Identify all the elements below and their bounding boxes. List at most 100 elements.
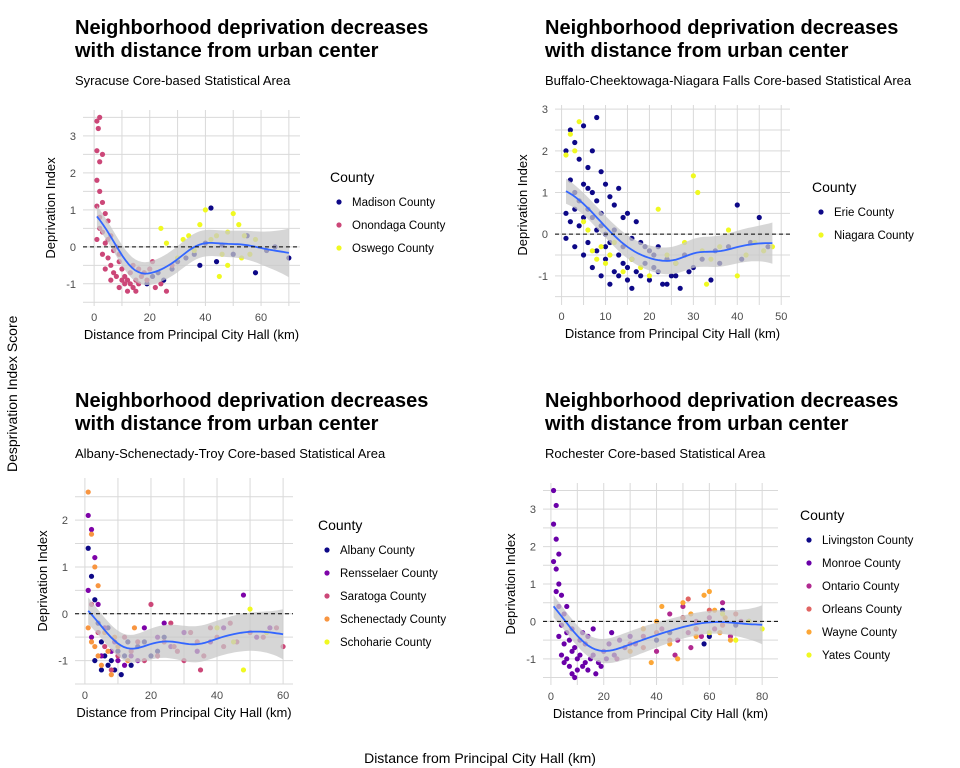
data-point <box>95 601 101 608</box>
data-point <box>602 256 609 262</box>
data-point <box>99 199 106 206</box>
data-point <box>105 648 111 654</box>
y-axis-label: Deprivation Index <box>515 154 530 256</box>
y-tick-label: 2 <box>62 515 68 527</box>
data-point <box>680 600 686 606</box>
data-point <box>725 227 732 233</box>
x-axis-label: Distance from Principal City Hall (km) <box>76 705 291 720</box>
data-point <box>607 252 613 258</box>
data-point <box>607 281 613 287</box>
data-point <box>616 273 622 279</box>
data-point <box>99 151 106 157</box>
data-point <box>108 672 114 678</box>
x-axis-label: Distance from Principal City Hall (km) <box>553 706 768 721</box>
data-point <box>706 633 712 639</box>
data-point <box>131 625 138 631</box>
data-point <box>553 566 559 572</box>
data-point <box>580 663 586 669</box>
confidence-ribbon <box>553 595 763 664</box>
data-point <box>580 219 587 225</box>
data-point <box>646 273 653 279</box>
y-tick-label: 3 <box>530 504 536 516</box>
data-point <box>124 277 131 283</box>
data-point <box>161 620 167 626</box>
data-point <box>629 285 635 291</box>
data-point <box>163 288 170 294</box>
data-point <box>580 214 587 221</box>
data-point <box>105 662 111 668</box>
legend-label: Schenectady County <box>340 614 446 626</box>
data-point <box>564 603 570 610</box>
data-point <box>197 262 203 268</box>
x-tick-label: 20 <box>145 690 157 702</box>
smooth-trend-line <box>96 215 290 275</box>
data-point <box>624 210 631 216</box>
data-point <box>653 648 660 654</box>
data-point <box>594 256 600 262</box>
data-point <box>122 281 128 287</box>
chart-title-line2: with distance from urban center <box>75 413 379 435</box>
legend-title: County <box>812 179 856 195</box>
data-point <box>158 281 164 287</box>
data-point <box>127 281 133 287</box>
data-point <box>577 652 583 658</box>
data-point <box>594 248 600 254</box>
data-point <box>673 273 679 279</box>
legend-label: Albany County <box>340 545 415 557</box>
data-point <box>585 239 591 246</box>
smooth-trend-line <box>565 190 773 262</box>
y-tick-label: -1 <box>526 654 536 666</box>
data-point <box>556 581 562 587</box>
data-point <box>88 526 95 533</box>
data-point <box>638 273 644 279</box>
legend-swatch <box>336 245 342 251</box>
data-point <box>113 273 119 280</box>
data-point <box>569 648 575 654</box>
data-point <box>598 244 604 250</box>
y-tick-label: 0 <box>530 616 536 628</box>
data-point <box>558 652 565 658</box>
data-point <box>85 545 91 551</box>
chart-panel-albany: Neighborhood deprivation decreases with … <box>0 384 470 764</box>
data-point <box>690 173 696 179</box>
y-tick-label: 1 <box>530 579 536 591</box>
data-point <box>585 227 591 233</box>
data-point <box>664 281 670 287</box>
data-point <box>197 667 204 673</box>
data-point <box>701 641 707 647</box>
legend-label: Oswego County <box>352 243 434 255</box>
data-point <box>115 657 121 664</box>
chart-title-line2: with distance from urban center <box>545 413 849 435</box>
data-point <box>703 281 710 287</box>
y-axis-label: Deprivation Index <box>35 530 50 632</box>
chart-title-line1: Neighborhood deprivation decreases <box>75 17 429 39</box>
legend-label: Madison County <box>352 197 435 209</box>
x-tick-label: 80 <box>756 691 768 703</box>
chart-title-line1: Neighborhood deprivation decreases <box>545 17 899 39</box>
x-tick-label: 20 <box>144 312 156 324</box>
data-point <box>116 284 122 291</box>
data-point <box>582 659 588 666</box>
chart-subtitle: Rochester Core-based Statistical Area <box>545 446 766 461</box>
data-point <box>133 288 139 294</box>
data-point <box>208 205 214 211</box>
chart-subtitle: Syracuse Core-based Statistical Area <box>75 73 291 88</box>
data-point <box>648 659 654 666</box>
data-point <box>589 189 595 196</box>
data-point <box>92 554 98 561</box>
data-point <box>572 674 578 681</box>
data-point <box>119 266 125 272</box>
x-axis-label: Distance from Principal City Hall (km) <box>84 327 299 342</box>
data-point <box>92 597 98 603</box>
data-point <box>602 244 609 250</box>
data-point <box>609 630 615 636</box>
x-tick-label: 40 <box>211 690 223 702</box>
legend-swatch <box>324 570 330 576</box>
chart-title-line1: Neighborhood deprivation decreases <box>545 390 899 412</box>
x-tick-label: 60 <box>277 690 289 702</box>
legend-title: County <box>318 517 362 533</box>
data-point <box>572 644 578 651</box>
data-point <box>163 240 170 246</box>
data-point <box>230 210 236 217</box>
